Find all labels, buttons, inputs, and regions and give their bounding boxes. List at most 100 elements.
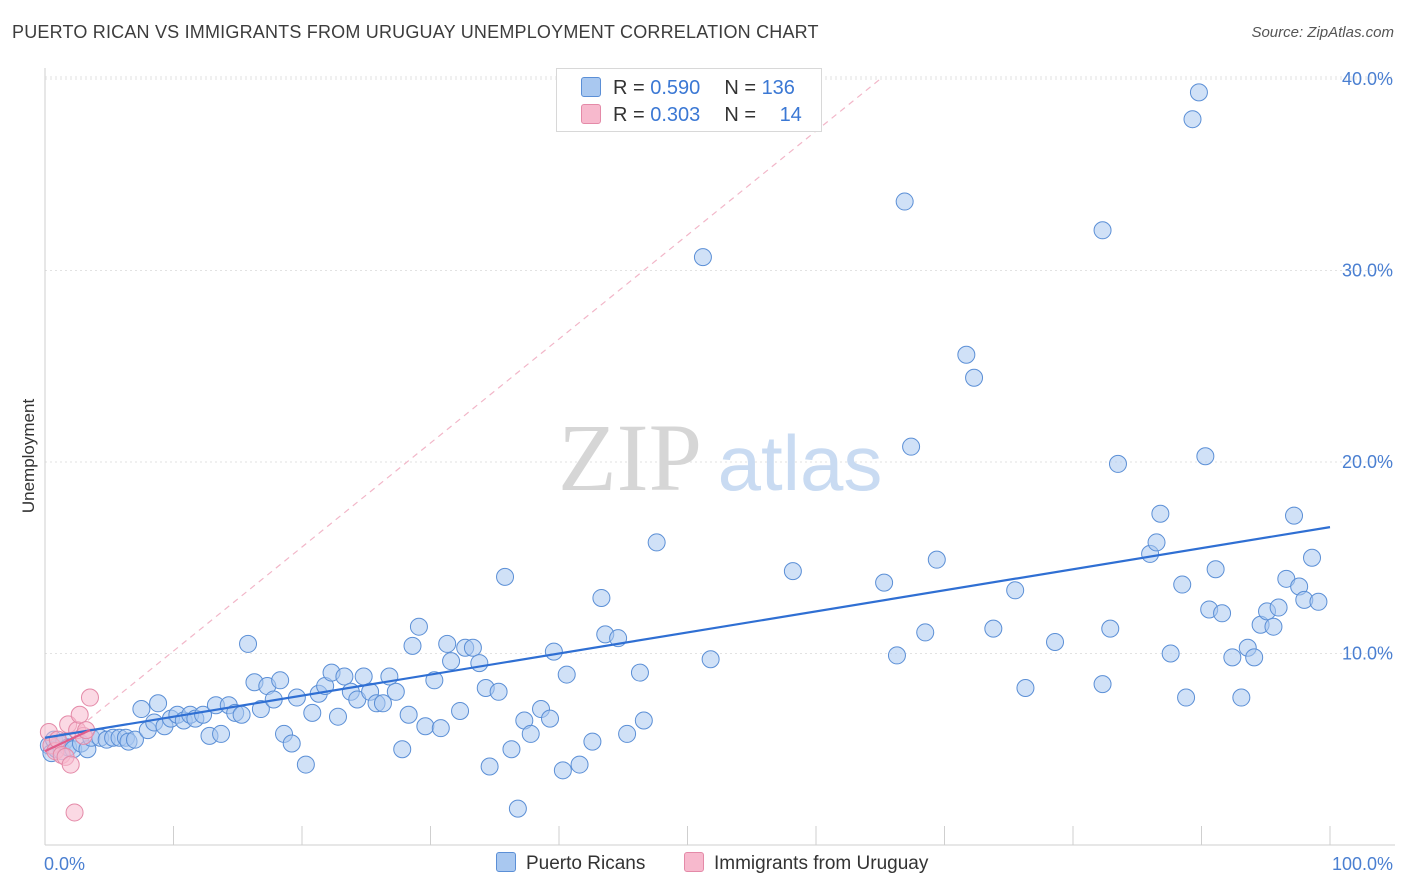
y-axis-label: Unemployment <box>19 399 38 514</box>
point-puerto-rican <box>1101 619 1120 638</box>
point-puerto-rican <box>1108 454 1127 473</box>
point-puerto-rican <box>496 567 515 586</box>
legend-n-label: N = <box>724 104 762 126</box>
point-puerto-rican <box>1303 548 1322 567</box>
point-puerto-rican <box>1173 575 1192 594</box>
y-tick-label: 30.0% <box>1342 261 1393 281</box>
point-puerto-rican <box>470 654 489 673</box>
point-puerto-rican <box>463 638 482 657</box>
point-puerto-rican <box>1006 581 1025 600</box>
point-uruguay <box>80 688 99 707</box>
legend-r-label: R = <box>613 77 651 99</box>
legend-swatch-pink <box>581 104 601 124</box>
point-puerto-rican <box>570 755 589 774</box>
point-puerto-rican <box>1269 598 1288 617</box>
point-puerto-rican <box>212 724 231 743</box>
reference-line <box>44 78 881 756</box>
point-puerto-rican <box>1285 506 1304 525</box>
point-puerto-rican <box>887 646 906 665</box>
point-puerto-rican <box>1245 648 1264 667</box>
point-puerto-rican <box>1189 83 1208 102</box>
watermark-zip: ZIP <box>558 404 702 511</box>
point-puerto-rican <box>1151 504 1170 523</box>
reference-dashed-line <box>44 78 881 756</box>
point-puerto-rican <box>701 650 720 669</box>
point-puerto-rican <box>693 248 712 267</box>
y-tick-label: 20.0% <box>1342 452 1393 472</box>
legend-r-value: 0.590 <box>650 77 701 99</box>
point-puerto-rican <box>508 799 527 818</box>
point-puerto-rican <box>647 533 666 552</box>
point-puerto-rican <box>875 573 894 592</box>
point-puerto-rican <box>927 550 946 569</box>
point-puerto-rican <box>1232 688 1251 707</box>
legend-n-value: 136 <box>761 77 795 99</box>
point-puerto-rican <box>425 671 444 690</box>
point-puerto-rican <box>618 724 637 743</box>
point-puerto-rican <box>1183 110 1202 129</box>
point-puerto-rican <box>431 719 450 738</box>
point-puerto-rican <box>541 709 560 728</box>
point-puerto-rican <box>399 705 418 724</box>
point-puerto-rican <box>251 700 270 719</box>
point-puerto-rican <box>592 588 611 607</box>
point-puerto-rican <box>1223 648 1242 667</box>
point-puerto-rican <box>296 755 315 774</box>
point-puerto-rican <box>409 617 428 636</box>
legend-item-puerto-ricans: Puerto Ricans <box>496 852 645 875</box>
point-puerto-rican <box>783 562 802 581</box>
point-puerto-rican <box>438 634 457 653</box>
point-puerto-rican <box>957 345 976 364</box>
point-puerto-rican <box>984 619 1003 638</box>
point-puerto-rican <box>502 740 521 759</box>
point-puerto-rican <box>1196 447 1215 466</box>
series-legend: Puerto Ricans Immigrants from Uruguay <box>0 852 1406 878</box>
legend-row-uruguay: R = 0.303 N = 14 <box>581 104 802 126</box>
point-puerto-rican <box>1093 675 1112 694</box>
point-puerto-rican <box>442 652 461 671</box>
x-tick-label: 0.0% <box>44 854 85 874</box>
point-puerto-rican <box>393 740 412 759</box>
point-puerto-rican <box>282 734 301 753</box>
point-puerto-rican <box>902 437 921 456</box>
legend-r-label: R = <box>613 104 651 126</box>
y-tick-label: 10.0% <box>1342 644 1393 664</box>
watermark-atlas: atlas <box>718 419 883 507</box>
trendline-puerto-ricans <box>44 526 1331 739</box>
point-puerto-rican <box>480 757 499 776</box>
point-puerto-rican <box>557 665 576 684</box>
point-puerto-rican <box>1213 604 1232 623</box>
point-puerto-rican <box>1147 533 1166 552</box>
grid-lines <box>45 76 1395 654</box>
point-puerto-rican <box>354 667 373 686</box>
legend-row-puerto-ricans: R = 0.590 N = 136 <box>581 77 795 99</box>
point-puerto-rican <box>634 711 653 730</box>
point-puerto-rican <box>125 730 144 749</box>
point-uruguay <box>61 755 80 774</box>
legend-item-immigrants-from-uruguay: Immigrants from Uruguay <box>684 852 928 875</box>
point-puerto-rican <box>1161 644 1180 663</box>
legend-swatch-pink <box>684 852 704 872</box>
point-puerto-rican <box>303 703 322 722</box>
legend-label: Puerto Ricans <box>526 853 646 874</box>
legend-n-label: N = <box>724 77 762 99</box>
trendline-uruguay <box>44 729 91 753</box>
point-puerto-rican <box>1046 633 1065 652</box>
point-puerto-rican <box>1309 592 1328 611</box>
source-label: Source: ZipAtlas.com <box>1251 24 1394 41</box>
legend-label: Immigrants from Uruguay <box>714 853 929 874</box>
point-puerto-rican <box>328 707 347 726</box>
point-puerto-rican <box>386 682 405 701</box>
point-puerto-rican <box>583 732 602 751</box>
legend-n-value: 14 <box>779 104 802 126</box>
watermark: ZIP atlas <box>558 404 882 511</box>
point-puerto-rican <box>521 724 540 743</box>
point-puerto-rican <box>553 761 572 780</box>
point-puerto-rican <box>1264 617 1283 636</box>
y-tick-label: 40.0% <box>1342 69 1393 89</box>
point-puerto-rican <box>271 671 290 690</box>
point-puerto-rican <box>149 694 168 713</box>
chart-title: PUERTO RICAN VS IMMIGRANTS FROM URUGUAY … <box>12 22 819 42</box>
point-uruguay <box>65 803 84 822</box>
point-puerto-rican <box>630 663 649 682</box>
